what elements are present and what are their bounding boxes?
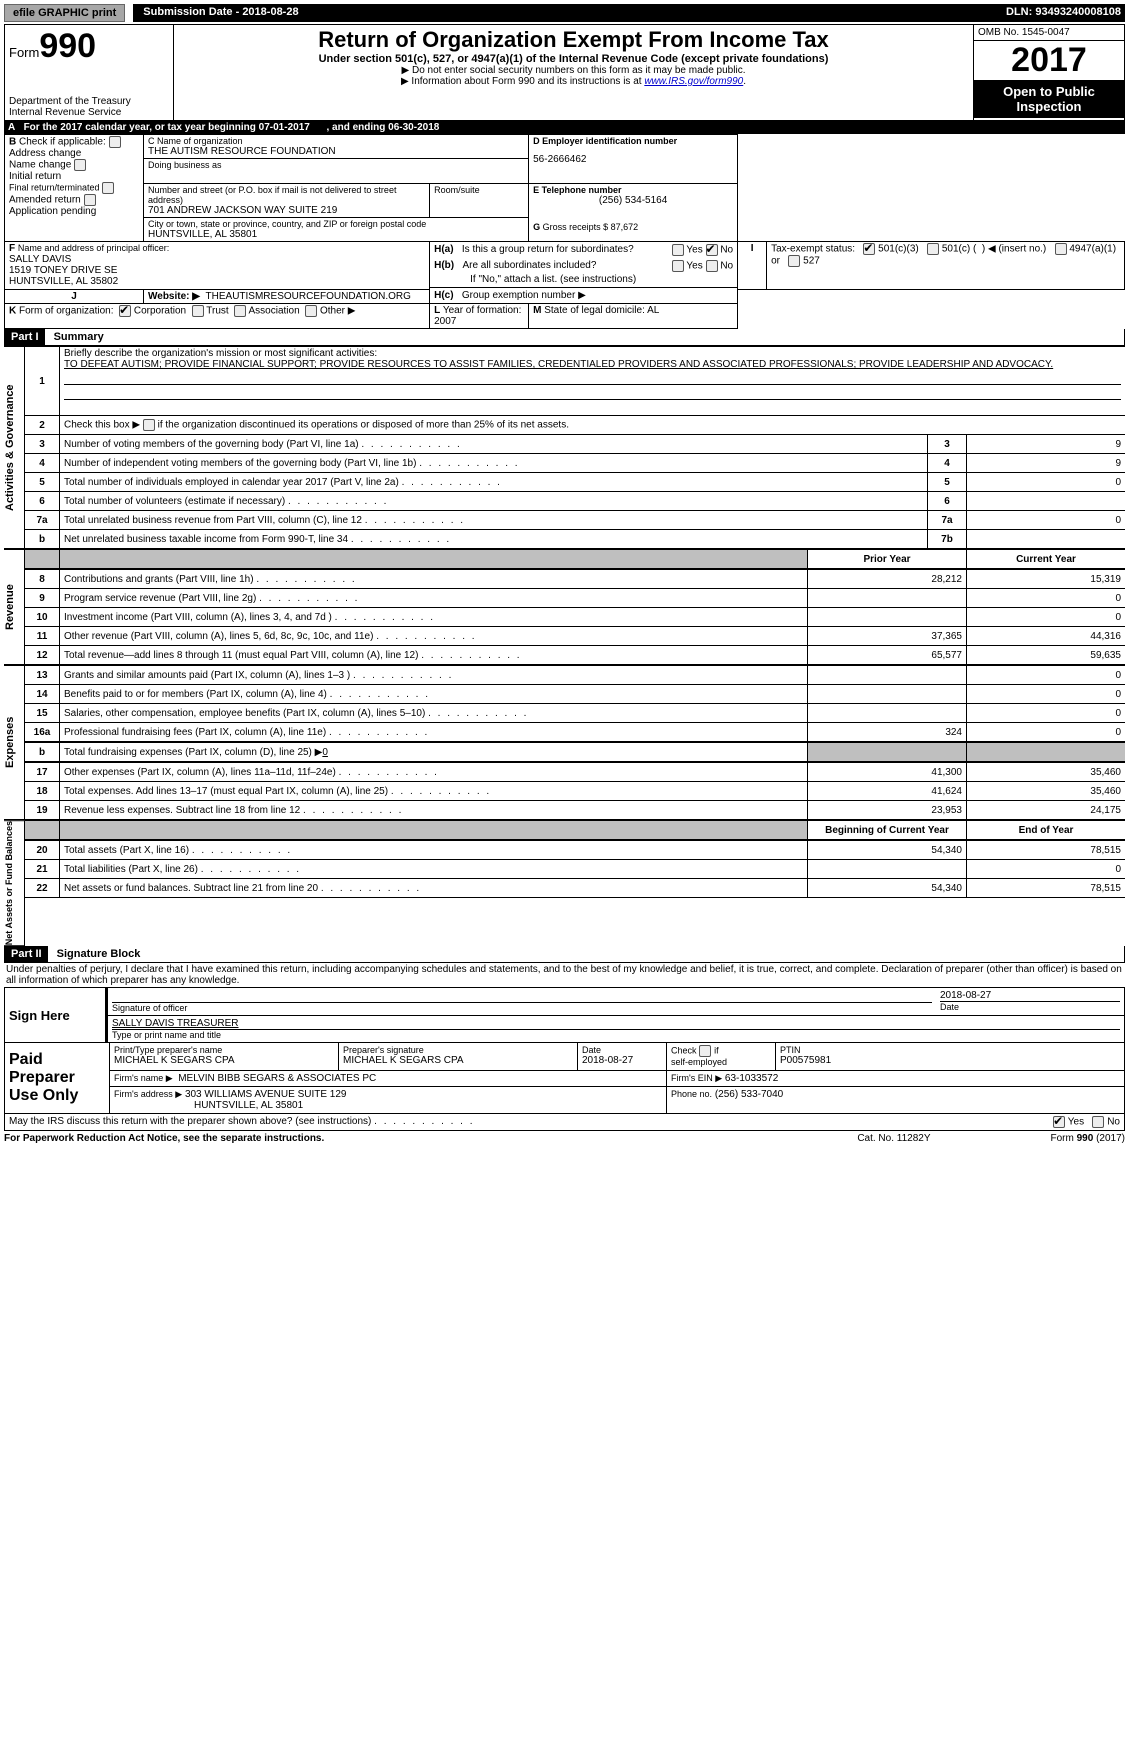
efile-print-button[interactable]: efile GRAPHIC print [4, 4, 125, 22]
checkbox-discontinued[interactable] [143, 419, 155, 431]
checkbox-discuss-yes[interactable] [1053, 1116, 1065, 1128]
preparer-date: 2018-08-27 [582, 1055, 662, 1066]
prior-year-header: Prior Year [808, 550, 967, 569]
submission-date: Submission Date - 2018-08-28 [133, 4, 308, 22]
tax-year-line: A For the 2017 calendar year, or tax yea… [4, 121, 1125, 134]
end-year-header: End of Year [967, 821, 1126, 840]
name-title-label: Type or print name and title [112, 1029, 1120, 1040]
irs: Internal Revenue Service [9, 107, 169, 118]
checkbox-hb-yes[interactable] [672, 260, 684, 272]
preparer-name: MICHAEL K SEGARS CPA [114, 1055, 334, 1066]
ptin: P00575981 [780, 1055, 1120, 1066]
officer-addr2: HUNTSVILLE, AL 35802 [9, 276, 118, 287]
year-formation: Year of formation: 2007 [434, 305, 521, 327]
dln: DLN: 93493240008108 [1002, 4, 1125, 22]
sig-date: 2018-08-27 [940, 990, 1120, 1001]
checkbox[interactable] [84, 194, 96, 206]
opt-name-change: Name change [9, 160, 71, 171]
discuss-text: May the IRS discuss this return with the… [9, 1116, 475, 1128]
top-bar: efile GRAPHIC print Submission Date - 20… [4, 4, 1125, 22]
checkbox-trust[interactable] [192, 305, 204, 317]
side-expenses: Expenses [4, 665, 25, 820]
sign-here-label: Sign Here [5, 988, 84, 1043]
form-number: Form990 [9, 27, 169, 66]
phone-label: E Telephone number [533, 185, 733, 195]
org-name: THE AUTISM RESOURCE FOUNDATION [148, 146, 524, 157]
street: 701 ANDREW JACKSON WAY SUITE 219 [148, 205, 425, 216]
ein-label: D Employer identification number [533, 136, 733, 146]
firm-addr1: 303 WILLIAMS AVENUE SUITE 129 [185, 1089, 347, 1100]
officer-name-title: SALLY DAVIS TREASURER [112, 1018, 1120, 1029]
officer-name: SALLY DAVIS [9, 254, 71, 265]
opt-initial-return: Initial return [9, 171, 61, 182]
checkbox-hb-no[interactable] [706, 260, 718, 272]
checkbox-4947[interactable] [1055, 243, 1067, 255]
side-governance: Activities & Governance [4, 346, 25, 549]
footer-left: For Paperwork Reduction Act Notice, see … [4, 1133, 324, 1144]
part2-title: Signature Block [51, 948, 141, 960]
gross-receipts: G Gross receipts $ 87,672 [533, 222, 733, 232]
ein: 56-2666462 [533, 154, 733, 165]
form-title: Return of Organization Exempt From Incom… [178, 27, 969, 53]
tax-year: 2017 [974, 41, 1124, 80]
checkbox[interactable] [74, 159, 86, 171]
current-year-header: Current Year [967, 550, 1126, 569]
form-note2: ▶ Information about Form 990 and its ins… [178, 76, 969, 87]
part2-header: Part II [5, 946, 48, 962]
opt-amended: Amended return [9, 195, 81, 206]
form-header: Form990 Department of the Treasury Inter… [4, 24, 1125, 121]
org-name-label: C Name of organization [148, 136, 524, 146]
entity-info: B Check if applicable: Address change Na… [4, 134, 1125, 329]
checkbox-501c[interactable] [927, 243, 939, 255]
declaration: Under penalties of perjury, I declare th… [4, 963, 1125, 987]
firm-phone: (256) 533-7040 [715, 1089, 783, 1100]
room-label: Room/suite [434, 185, 524, 195]
checkbox-527[interactable] [788, 255, 800, 267]
firm-ein: 63-1033572 [725, 1073, 778, 1084]
opt-app-pending: Application pending [9, 206, 96, 217]
checkbox-ha-yes[interactable] [672, 244, 684, 256]
checkbox[interactable] [109, 136, 121, 148]
checkbox-other[interactable] [305, 305, 317, 317]
checkbox-discuss-no[interactable] [1092, 1116, 1104, 1128]
checkbox-self-employed[interactable] [699, 1045, 711, 1057]
street-label: Number and street (or P.O. box if mail i… [148, 185, 425, 205]
checkbox-ha-no[interactable] [706, 244, 718, 256]
part1-title: Summary [48, 331, 104, 343]
website: THEAUTISMRESOURCEFOUNDATION.ORG [206, 291, 411, 302]
sig-date-label: Date [940, 1001, 1120, 1012]
firm-name: MELVIN BIBB SEGARS & ASSOCIATES PC [178, 1073, 376, 1084]
checkbox-501c3[interactable] [863, 243, 875, 255]
preparer-sig: MICHAEL K SEGARS CPA [343, 1055, 573, 1066]
dba-label: Doing business as [148, 160, 524, 170]
form-subtitle: Under section 501(c), 527, or 4947(a)(1)… [178, 53, 969, 65]
paid-preparer-label: Paid Preparer Use Only [5, 1043, 110, 1114]
officer-addr1: 1519 TONEY DRIVE SE [9, 265, 117, 276]
opt-final-return: Final return/terminated [9, 183, 100, 193]
form-note1: ▶ Do not enter social security numbers o… [178, 65, 969, 76]
irs-link[interactable]: www.IRS.gov/form990 [644, 76, 743, 87]
omb-number: OMB No. 1545-0047 [974, 25, 1124, 41]
checkbox[interactable] [102, 182, 114, 194]
checkbox-assoc[interactable] [234, 305, 246, 317]
begin-year-header: Beginning of Current Year [808, 821, 967, 840]
dept-treasury: Department of the Treasury [9, 96, 169, 107]
city-label: City or town, state or province, country… [148, 219, 524, 229]
footer-cat: Cat. No. 11282Y [857, 1133, 930, 1144]
checkbox-corp[interactable] [119, 305, 131, 317]
state-domicile: State of legal domicile: AL [544, 305, 659, 316]
opt-address-change: Address change [9, 148, 81, 159]
footer-form: Form 990 (2017) [1051, 1133, 1125, 1144]
phone: (256) 534-5164 [533, 195, 733, 206]
mission-text: TO DEFEAT AUTISM; PROVIDE FINANCIAL SUPP… [64, 359, 1053, 370]
open-to-public: Open to PublicInspection [974, 80, 1124, 118]
side-net-assets: Net Assets or Fund Balances [4, 820, 25, 946]
sig-officer-label: Signature of officer [112, 1002, 932, 1013]
side-revenue: Revenue [4, 549, 25, 665]
part1-header: Part I [5, 329, 45, 345]
city-state-zip: HUNTSVILLE, AL 35801 [148, 229, 524, 240]
firm-addr2: HUNTSVILLE, AL 35801 [114, 1100, 303, 1111]
